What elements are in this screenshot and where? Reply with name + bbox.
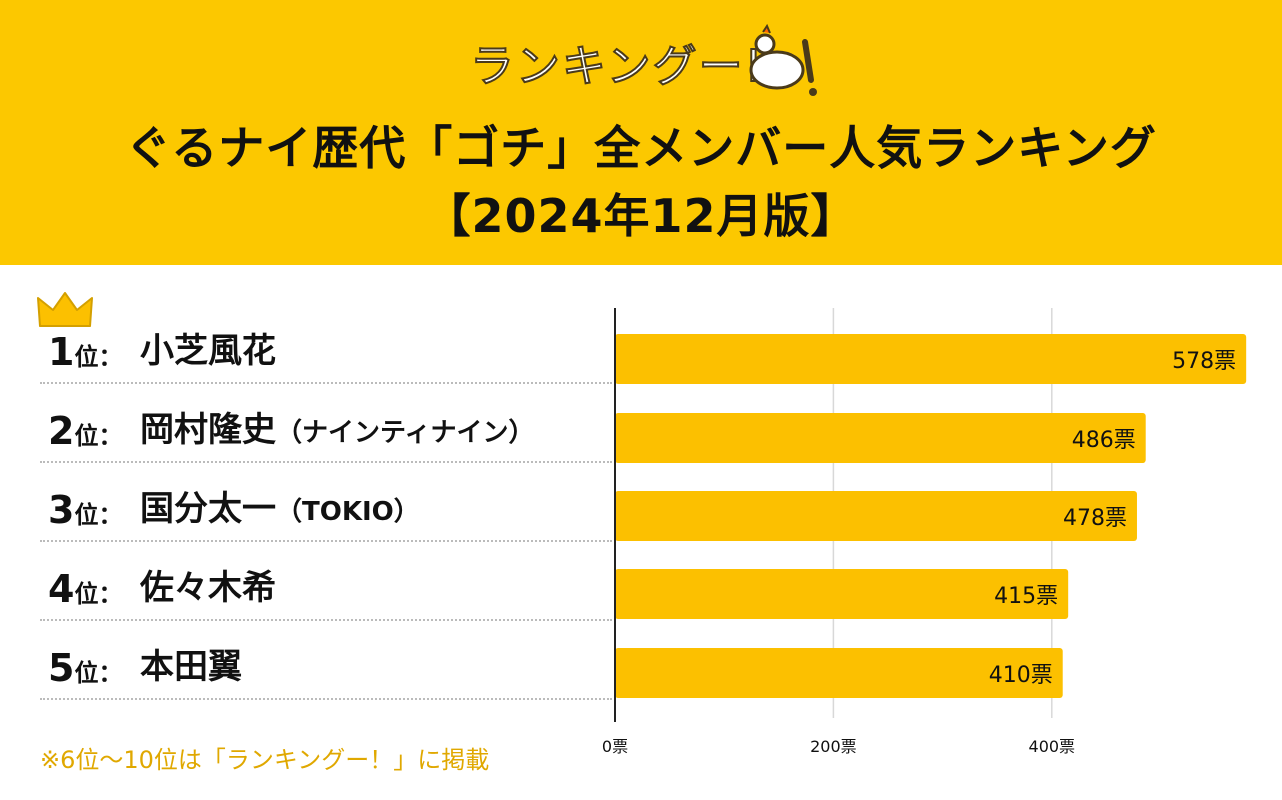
ranking-row-2: 2位： 岡村隆史（ナインティナイン） xyxy=(40,401,610,461)
member-name: 佐々木希 xyxy=(140,568,276,608)
page-subtitle-date: 【2024年12月版】 xyxy=(424,189,858,243)
bar-value-label: 415票 xyxy=(994,584,1058,609)
ranking-row-1: 1位： 小芝風花 xyxy=(40,322,610,382)
header-banner: ランキングー! ぐるナイ歴代「ゴチ」全メンバー人気ランキング 【2024年12月… xyxy=(0,0,1282,265)
rank-number: 1位： xyxy=(48,330,123,374)
row-divider xyxy=(40,619,612,621)
rank-number: 4位： xyxy=(48,567,123,611)
row-divider xyxy=(40,461,612,463)
crown-icon xyxy=(37,292,93,327)
bar-value-label: 486票 xyxy=(1072,428,1136,453)
row-divider xyxy=(40,382,612,384)
bar-value-label: 410票 xyxy=(989,663,1053,688)
page-title: ぐるナイ歴代「ゴチ」全メンバー人気ランキング xyxy=(125,121,1157,175)
row-divider xyxy=(40,698,612,700)
rank-number: 5位： xyxy=(48,646,123,690)
x-tick-label: 200票 xyxy=(810,737,857,756)
bar xyxy=(615,491,1137,541)
bar xyxy=(615,413,1146,463)
ranking-goo-logo[interactable]: ランキングー! xyxy=(469,22,820,102)
bar-value-label: 478票 xyxy=(1063,506,1127,531)
footnote-link[interactable]: ※6位〜10位は「ランキングー！」に掲載 xyxy=(40,746,490,774)
logo-text: ランキングー! xyxy=(469,40,765,93)
ranking-row-4: 4位： 佐々木希 xyxy=(40,559,610,619)
bar-value-label: 578票 xyxy=(1172,349,1236,374)
bar xyxy=(615,334,1247,384)
ranking-row-3: 3位： 国分太一（TOKIO） xyxy=(40,480,610,540)
ranking-row-5: 5位： 本田翼 xyxy=(40,638,610,698)
x-tick-label: 400票 xyxy=(1029,737,1076,756)
x-tick-label: 0票 xyxy=(602,737,628,756)
row-divider xyxy=(40,540,612,542)
member-name: 本田翼 xyxy=(140,647,242,687)
member-name: 岡村隆史（ナインティナイン） xyxy=(140,410,535,450)
rank-number: 3位： xyxy=(48,488,123,532)
member-name: 小芝風花 xyxy=(140,331,276,371)
bar xyxy=(615,569,1069,619)
rank-number: 2位： xyxy=(48,409,123,453)
bar xyxy=(615,648,1063,698)
member-name: 国分太一（TOKIO） xyxy=(140,489,420,529)
chicken-mascot-icon xyxy=(749,23,817,96)
